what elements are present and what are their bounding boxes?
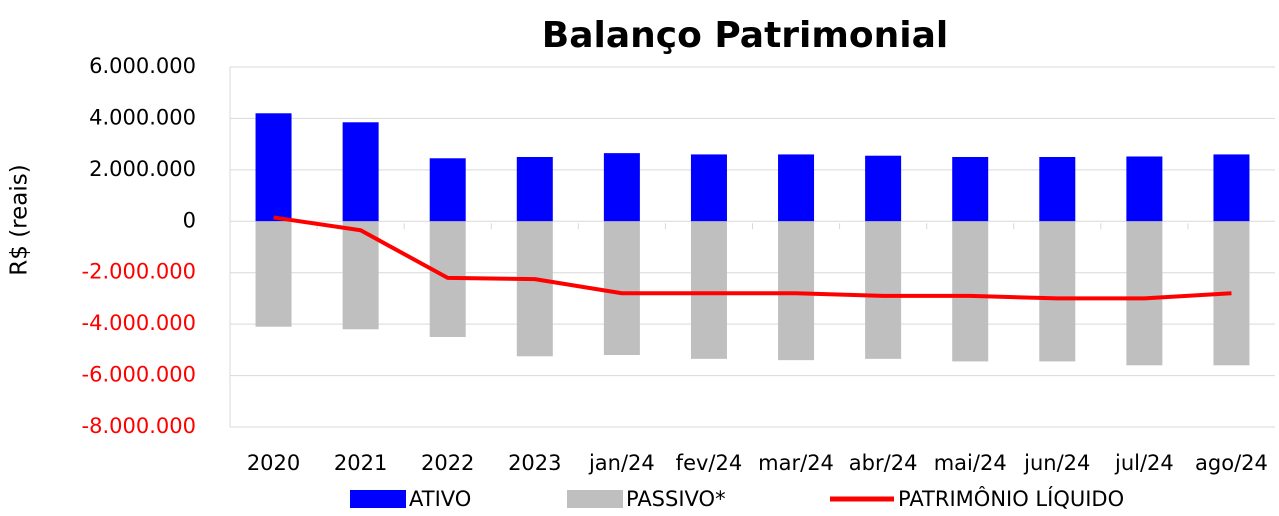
y-tick-label: 0 [183, 208, 196, 232]
x-tick-label: 2020 [247, 451, 300, 475]
bar [778, 154, 815, 222]
legend-swatch [567, 490, 623, 508]
y-tick-label: -6.000.000 [82, 363, 196, 387]
x-tick-label: fev/24 [676, 451, 743, 475]
bar [952, 157, 989, 222]
bar [1213, 154, 1250, 222]
x-tick-label: jun/24 [1023, 451, 1090, 475]
legend-label: PASSIVO* [626, 487, 726, 511]
y-tick-label: -2.000.000 [82, 260, 196, 284]
x-tick-label: mai/24 [934, 451, 1007, 475]
bar [1039, 221, 1076, 362]
bar [865, 221, 902, 359]
legend-label: PATRIMÔNIO LÍQUIDO [898, 486, 1124, 511]
y-tick-label: 2.000.000 [89, 157, 196, 181]
legend-swatch [350, 490, 406, 508]
bar [690, 154, 727, 222]
chart-title: Balanço Patrimonial [542, 15, 948, 56]
y-tick-label: 4.000.000 [89, 105, 196, 129]
bar [516, 157, 553, 222]
bar [255, 221, 292, 327]
bar [952, 221, 989, 362]
y-axis-label: R$ (reais) [7, 164, 33, 275]
bar [342, 221, 379, 330]
bar [429, 158, 466, 222]
x-tick-label: 2022 [421, 451, 474, 475]
x-tick-label: abr/24 [849, 451, 918, 475]
line [273, 215, 1232, 301]
bar [342, 122, 379, 222]
bar [603, 153, 640, 222]
x-tick-label: jul/24 [1114, 451, 1174, 475]
y-tick-label: -4.000.000 [82, 311, 196, 335]
x-tick-label: mar/24 [758, 451, 834, 475]
bar [1126, 221, 1163, 366]
legend-label: ATIVO [409, 487, 471, 511]
bar [865, 155, 902, 222]
x-tick-label: jan/24 [588, 451, 655, 475]
bar [516, 221, 553, 357]
bar [255, 113, 292, 222]
y-tick-label: 6.000.000 [89, 54, 196, 78]
x-tick-label: 2021 [334, 451, 387, 475]
bar [603, 221, 640, 355]
x-tick-label: ago/24 [1195, 451, 1268, 475]
y-tick-label: -8.000.000 [82, 414, 196, 438]
x-tick-label: 2023 [508, 451, 561, 475]
bar [778, 221, 815, 361]
bar [1126, 156, 1163, 222]
bar [690, 221, 727, 359]
bar [1039, 157, 1076, 222]
